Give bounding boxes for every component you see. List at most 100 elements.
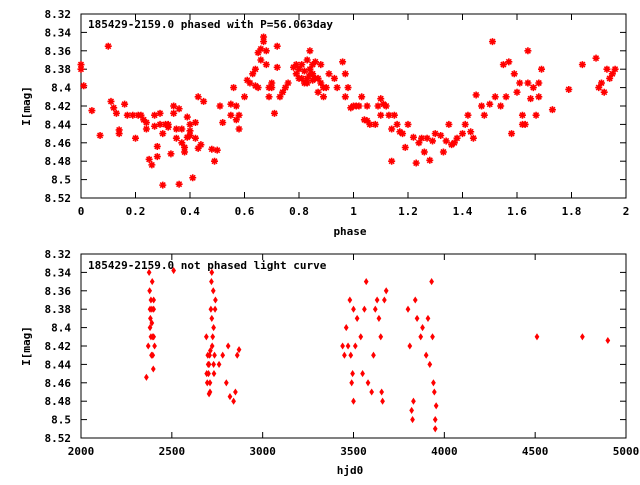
phased-data-point [325, 70, 333, 78]
phased-x-tick-label: 0.8 [289, 205, 309, 218]
phased-data-point [265, 93, 273, 101]
phased-data-point [314, 74, 322, 82]
phased-data-point [535, 93, 543, 101]
phased-data-point [341, 93, 349, 101]
phased-data-point [412, 159, 420, 167]
phased-data-point [437, 131, 445, 139]
phased-data-point [235, 111, 243, 119]
phased-data-point [497, 102, 505, 110]
phased-x-tick-label: 1.6 [507, 205, 527, 218]
light-curve-x-tick-label: 2000 [68, 445, 95, 458]
light-curve-data-point [144, 373, 149, 381]
phased-data-point [401, 143, 409, 151]
phased-data-point [145, 155, 153, 163]
light-curve-y-tick-label: 8.42 [45, 340, 72, 353]
phased-data-point [276, 93, 284, 101]
phased-data-point [442, 137, 450, 145]
phased-data-point [290, 63, 298, 71]
phased-data-point [311, 58, 319, 66]
light-curve-data-point [349, 379, 355, 387]
phased-data-point [317, 61, 325, 69]
phased-plot-xlabel: phase [333, 225, 366, 238]
light-curve-data-point [351, 305, 356, 313]
light-curve-data-point [145, 342, 151, 350]
light-curve-data-point [360, 370, 365, 378]
light-curve-data-point [206, 360, 212, 368]
light-curve-data-point [376, 314, 382, 322]
phased-data-point [300, 67, 308, 75]
light-curve-data-point [432, 416, 438, 424]
light-curve-data-point [150, 351, 156, 359]
phased-data-point [306, 71, 314, 79]
phased-data-point [309, 61, 317, 69]
phased-y-tick-label: 8.4 [51, 82, 71, 95]
light-curve-data-point [236, 346, 242, 354]
phased-data-point [502, 93, 510, 101]
phased-y-tick-label: 8.32 [45, 8, 72, 21]
phased-data-point [472, 91, 480, 99]
phased-data-point [450, 139, 458, 147]
light-curve-data-point [423, 351, 429, 359]
phased-data-point [123, 111, 131, 119]
light-curve-data-point [223, 379, 229, 387]
light-curve-y-tick-label: 8.36 [45, 285, 72, 298]
phased-data-point [358, 93, 366, 101]
phased-y-tick-label: 8.34 [45, 26, 72, 39]
phased-data-point [200, 97, 208, 105]
phased-data-point [189, 174, 197, 182]
phased-data-point [309, 70, 317, 78]
phased-data-point [257, 45, 265, 53]
light-curve-data-point [207, 379, 213, 387]
light-curve-data-point [358, 333, 364, 341]
light-curve-data-point [405, 305, 411, 313]
light-curve-data-point [371, 351, 376, 359]
phased-data-point [80, 82, 88, 90]
phased-data-point [486, 100, 494, 108]
phased-data-point [429, 137, 437, 145]
light-curve-data-point [379, 388, 385, 396]
phased-data-point [254, 84, 262, 92]
phased-data-point [249, 70, 257, 78]
phased-data-point [363, 102, 371, 110]
phased-data-point [516, 79, 524, 87]
light-curve-data-point [374, 296, 380, 304]
light-curve-data-point [203, 333, 209, 341]
phased-data-point [464, 111, 472, 119]
phased-data-point [431, 130, 439, 138]
phased-data-point [508, 130, 516, 138]
light-curve-data-point [431, 379, 436, 387]
phased-data-point [112, 109, 120, 117]
light-curve-data-point [227, 393, 233, 401]
phased-data-point [257, 56, 265, 64]
light-curve-y-tick-label: 8.32 [45, 248, 72, 261]
phased-data-point [339, 58, 347, 66]
light-curve-data-point [348, 351, 354, 359]
light-curve-data-point [431, 388, 437, 396]
light-curve-data-point [350, 370, 355, 378]
phased-data-point [439, 148, 447, 156]
phased-data-point [292, 70, 300, 78]
light-curve-x-tick-label: 3500 [340, 445, 367, 458]
phased-data-point [303, 79, 311, 87]
phased-data-point [175, 180, 183, 188]
phased-data-point [404, 120, 412, 128]
phased-y-tick-label: 8.5 [51, 174, 71, 187]
phased-data-point [273, 42, 281, 50]
light-curve-y-tick-label: 8.52 [45, 432, 72, 445]
light-curve-data-point [148, 314, 153, 322]
phased-data-point [243, 76, 251, 84]
phased-data-point [426, 156, 434, 164]
phased-data-point [488, 38, 496, 46]
light-curve-y-tick-label: 8.34 [45, 266, 72, 279]
phased-data-point [260, 33, 268, 41]
phased-data-point [535, 79, 543, 87]
light-curve-x-tick-label: 5000 [613, 445, 640, 458]
phased-data-point [344, 84, 352, 92]
phased-data-point [262, 61, 270, 69]
light-curve-data-point [383, 287, 389, 295]
phased-data-point [510, 70, 518, 78]
phased-data-point [148, 161, 156, 169]
phased-data-point [273, 63, 281, 71]
phased-data-point [156, 109, 164, 117]
phased-data-point [132, 134, 139, 142]
